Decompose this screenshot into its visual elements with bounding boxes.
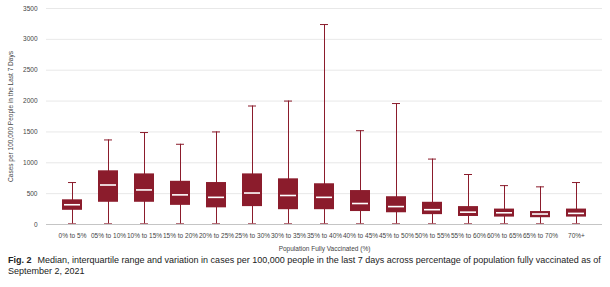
html-text:Median, interquartile range an: Median, interquartile range and variatio… [8,255,601,276]
svg-text:3000: 3000 [23,35,38,42]
svg-text:2000: 2000 [23,97,38,104]
svg-text:Population Fully Vaccinated (%: Population Fully Vaccinated (%) [279,245,371,253]
html-text:Fig. 2: Fig. 2 [8,255,32,265]
svg-text:3500: 3500 [23,5,38,12]
svg-text:45% to 50%: 45% to 50% [379,232,414,239]
svg-text:50% to 55%: 50% to 55% [415,232,450,239]
svg-text:30% to 35%: 30% to 35% [271,232,306,239]
svg-text:35% to 40%: 35% to 40% [307,232,342,239]
svg-text:1500: 1500 [23,128,38,135]
svg-text:20% to 25%: 20% to 25% [199,232,234,239]
svg-text:05% to 10%: 05% to 10% [91,232,126,239]
svg-text:Cases per 100,000 People in th: Cases per 100,000 People in the Last 7 D… [7,50,15,182]
svg-text:40% to 45%: 40% to 45% [343,232,378,239]
svg-text:55% to 60%: 55% to 60% [451,232,486,239]
svg-text:10% to 15%: 10% to 15% [127,232,162,239]
svg-text:500: 500 [27,190,38,197]
svg-text:1000: 1000 [23,159,38,166]
svg-text:70%+: 70%+ [568,232,585,239]
svg-text:15% to 20%: 15% to 20% [163,232,198,239]
svg-text:2500: 2500 [23,66,38,73]
svg-text:0: 0 [34,221,38,228]
svg-text:0% to 5%: 0% to 5% [59,232,87,239]
svg-text:65% to 70%: 65% to 70% [523,232,558,239]
svg-text:60% to 65%: 60% to 65% [487,232,522,239]
svg-text:25% to 30%: 25% to 30% [235,232,270,239]
